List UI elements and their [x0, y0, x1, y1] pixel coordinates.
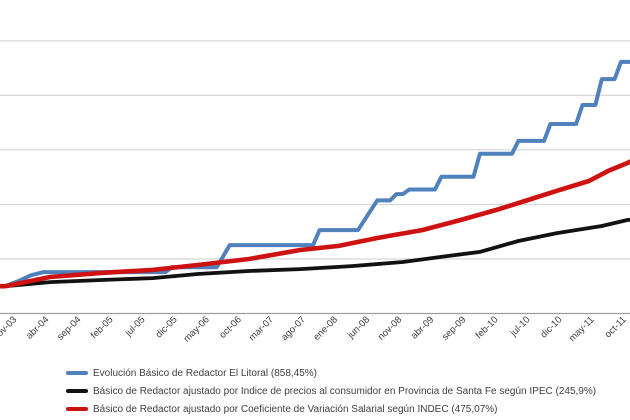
legend: Evolución Básico de Redactor El Litoral …	[66, 364, 596, 418]
series-lines	[0, 59, 630, 289]
series-line-el-litoral	[0, 59, 630, 289]
x-tick-label: jul-10	[508, 314, 533, 339]
x-tick-label: abr-04	[24, 314, 51, 341]
legend-swatch-indec	[66, 407, 88, 411]
x-tick-label: ago-07	[279, 314, 308, 343]
legend-item-indec: Básico de Redactor ajustado por Coeficie…	[66, 400, 596, 418]
x-tick-label: oct-11	[603, 314, 629, 340]
x-tick-label: oct-06	[217, 314, 243, 340]
x-tick-label: feb-05	[89, 314, 116, 341]
legend-item-el-litoral: Evolución Básico de Redactor El Litoral …	[66, 364, 596, 382]
x-tick-label: sep-04	[55, 314, 83, 342]
series-line-cvs-indec	[0, 159, 630, 289]
series-line-ipc-santa-fe-ipec	[0, 217, 630, 289]
gridlines	[0, 40, 630, 260]
x-tick-label: feb-10	[474, 314, 501, 341]
legend-label-el-litoral: Evolución Básico de Redactor El Litoral …	[93, 367, 318, 379]
x-tick-label: dic-05	[154, 314, 180, 340]
legend-label-indec: Básico de Redactor ajustado por Coeficie…	[93, 403, 498, 415]
legend-swatch-el-litoral	[66, 371, 88, 375]
x-tick-label: may-11	[567, 314, 597, 344]
legend-item-ipec: Básico de Redactor ajustado por Indice d…	[66, 382, 596, 400]
x-tick-label: sep-09	[440, 314, 468, 342]
legend-label-ipec: Básico de Redactor ajustado por Indice d…	[93, 385, 597, 397]
x-tick-label: nov-08	[376, 314, 404, 342]
x-tick-label: ene-08	[311, 314, 340, 343]
x-tick-label: may-06	[182, 314, 212, 344]
x-tick-label: dic-10	[538, 314, 564, 340]
x-tick-label: jun-08	[345, 314, 372, 341]
x-axis-labels: nov-03 abr-04 sep-04 feb-05 jul-05 dic-05 may-…	[0, 314, 629, 344]
x-tick-label: jul-05	[123, 314, 148, 339]
x-tick-label: abr-09	[409, 314, 436, 341]
legend-swatch-ipec	[66, 389, 88, 393]
x-tick-label: mar-07	[247, 314, 276, 343]
x-tick-label: nov-03	[0, 314, 19, 342]
